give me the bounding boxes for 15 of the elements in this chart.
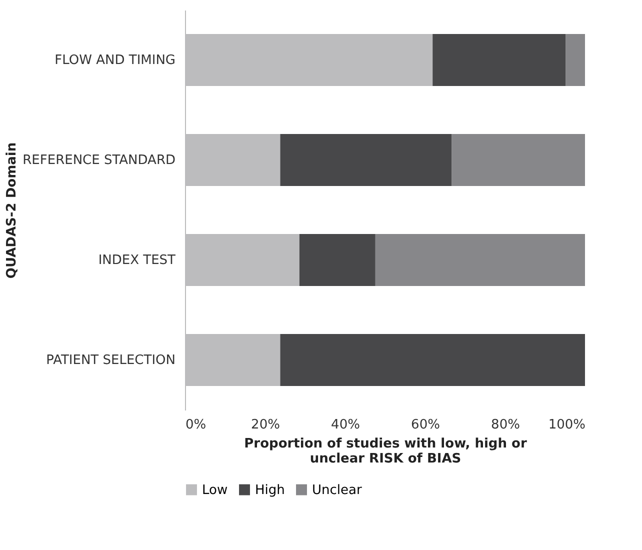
legend-label: High (255, 482, 285, 498)
legend-label: Low (202, 482, 228, 498)
legend-label: Unclear (312, 482, 362, 498)
x-tick-label: 100% (548, 418, 586, 432)
y-tick-label: REFERENCE STANDARD (22, 153, 176, 168)
x-tick-label: 0% (186, 418, 206, 432)
y-tick-label: FLOW AND TIMING (54, 53, 176, 68)
x-axis-title: Proportion of studies with low, high or unclear RISK of BIAS (244, 436, 528, 466)
x-tick-label: 80% (491, 418, 520, 432)
x-tick-label: 20% (251, 418, 280, 432)
x-tick-label: 40% (331, 418, 360, 432)
y-tick-label: PATIENT SELECTION (46, 353, 176, 368)
x-tick-label: 60% (411, 418, 440, 432)
y-axis-title: QUADAS-2 Domain (4, 142, 20, 279)
y-tick-label: INDEX TEST (98, 253, 176, 268)
